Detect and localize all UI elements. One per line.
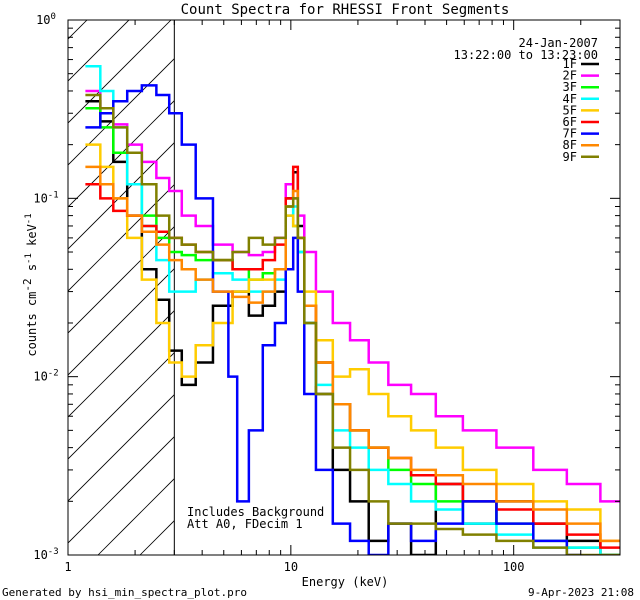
y-axis-label: counts cm-2 s-1 keV-1 — [21, 213, 39, 356]
hatch-line — [68, 268, 175, 376]
hatch-line — [476, 0, 640, 555]
chart-title: Count Spectra for RHESSI Front Segments — [181, 2, 510, 18]
info-date: 24-Jan-2007 — [519, 36, 598, 50]
series-line-6f — [85, 165, 620, 549]
hatch-line — [68, 436, 175, 544]
y-label-part-0: counts cm — [25, 292, 39, 357]
axis-ticks: 1 10 100 10-3 10-2 10-1 100 — [33, 12, 621, 574]
y-tick-label: 100 — [36, 12, 56, 27]
x-axis-label: Energy (keV) — [302, 575, 389, 589]
series-line-9f — [85, 93, 620, 555]
legend-label-1f: 1F — [563, 57, 577, 71]
hatch-line — [392, 0, 640, 555]
series-line-4f — [85, 65, 620, 555]
annotation-attenuator: Att A0, FDecim 1 — [187, 517, 303, 531]
hatch-line — [266, 0, 640, 555]
y-label-part-2: s — [25, 264, 39, 278]
hatch-line — [518, 0, 640, 555]
y-tick-label: 10-3 — [33, 547, 58, 562]
x-tick-label: 10 — [284, 560, 298, 574]
x-tick-label: 100 — [503, 560, 525, 574]
y-tick-label: 10-1 — [33, 190, 58, 205]
y-label-part-4: keV — [25, 224, 39, 253]
hatch-line — [68, 352, 175, 460]
legend-label-3f: 3F — [563, 80, 577, 94]
hatch-line — [434, 0, 640, 555]
footer-date: 9-Apr-2023 21:08 — [528, 586, 634, 599]
hatch-line — [308, 0, 640, 555]
hatch-line — [350, 0, 640, 555]
x-tick-label: 1 — [64, 560, 71, 574]
legend-label-4f: 4F — [563, 92, 577, 106]
legend-label-7f: 7F — [563, 127, 577, 141]
footer-generated-by: Generated by hsi_min_spectra_plot.pro — [2, 586, 247, 599]
legend-label-9f: 9F — [563, 150, 577, 164]
series-group — [85, 65, 620, 555]
legend-label-2f: 2F — [563, 69, 577, 83]
y-label-part-3: -1 — [24, 253, 34, 264]
hatch-line — [68, 100, 175, 208]
legend-label-5f: 5F — [563, 103, 577, 117]
series-line-2f — [85, 89, 620, 503]
series-line-5f — [85, 143, 620, 543]
y-label-part-1: -2 — [21, 278, 34, 291]
hatch-line — [602, 0, 640, 555]
hatch-line — [68, 58, 175, 166]
info-time-range: 13:22:00 to 13:23:00 — [454, 48, 599, 62]
legend-label-8f: 8F — [563, 138, 577, 152]
hatch-line — [68, 184, 175, 292]
y-label-part-5: -1 — [24, 213, 34, 224]
plot-frame — [67, 19, 621, 556]
legend-label-6f: 6F — [563, 115, 577, 129]
series-line-3f — [85, 106, 620, 555]
y-tick-label: 10-2 — [33, 369, 58, 384]
series-line-7f — [85, 84, 581, 555]
hatch-line — [68, 142, 175, 250]
series-line-8f — [85, 165, 620, 543]
hatch-line — [68, 394, 175, 502]
annotation-background: Includes Background — [187, 505, 324, 519]
hatched-region — [68, 0, 640, 555]
